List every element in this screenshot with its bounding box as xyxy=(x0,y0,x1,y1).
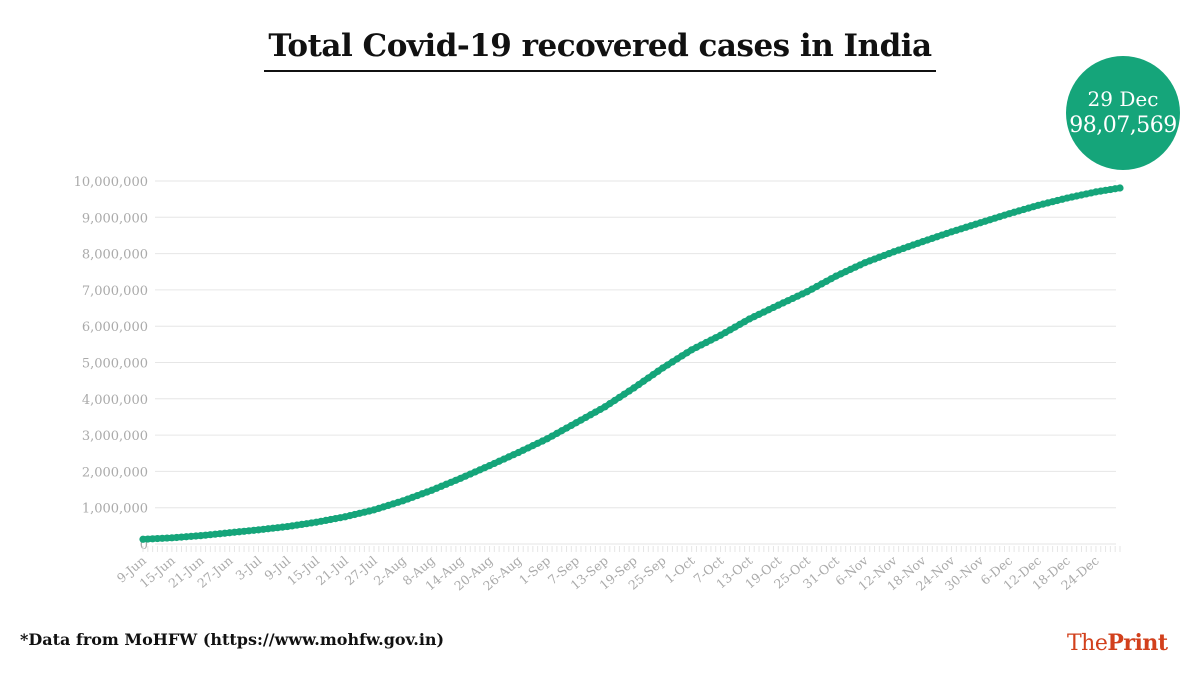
y-tick-label: 3,000,000 xyxy=(82,429,148,444)
x-tick-label: 27-Jul xyxy=(342,553,380,588)
y-tick-label: 9,000,000 xyxy=(82,211,148,226)
badge-date: 29 Dec xyxy=(1087,87,1159,111)
y-tick-label: 0 xyxy=(140,538,148,553)
x-tick-label: 3-Jul xyxy=(232,553,264,583)
badge-value: 98,07,569 xyxy=(1069,113,1177,138)
y-tick-label: 4,000,000 xyxy=(82,393,148,408)
y-tick-label: 7,000,000 xyxy=(82,284,148,299)
x-tick-label: 15-Jul xyxy=(284,553,322,588)
chart-title: Total Covid-19 recovered cases in India xyxy=(0,28,1200,72)
y-tick-label: 2,000,000 xyxy=(82,465,148,480)
data-point xyxy=(1116,184,1124,192)
y-tick-label: 6,000,000 xyxy=(82,320,148,335)
x-tick-label: 1-Sep xyxy=(516,553,553,588)
y-tick-label: 5,000,000 xyxy=(82,357,148,372)
series-line xyxy=(140,184,1123,543)
theprint-logo: ThePrint xyxy=(1067,630,1168,656)
y-tick-label: 10,000,000 xyxy=(74,175,148,190)
y-tick-label: 8,000,000 xyxy=(82,248,148,263)
x-tick-label: 21-Jul xyxy=(313,553,351,588)
y-tick-label: 1,000,000 xyxy=(82,502,148,517)
source-note: *Data from MoHFW (https://www.mohfw.gov.… xyxy=(20,630,445,649)
x-tick-label: 1-Oct xyxy=(662,553,698,587)
latest-value-badge: 29 Dec 98,07,569 xyxy=(1066,56,1180,170)
x-tick-label: 2-Aug xyxy=(371,553,409,588)
